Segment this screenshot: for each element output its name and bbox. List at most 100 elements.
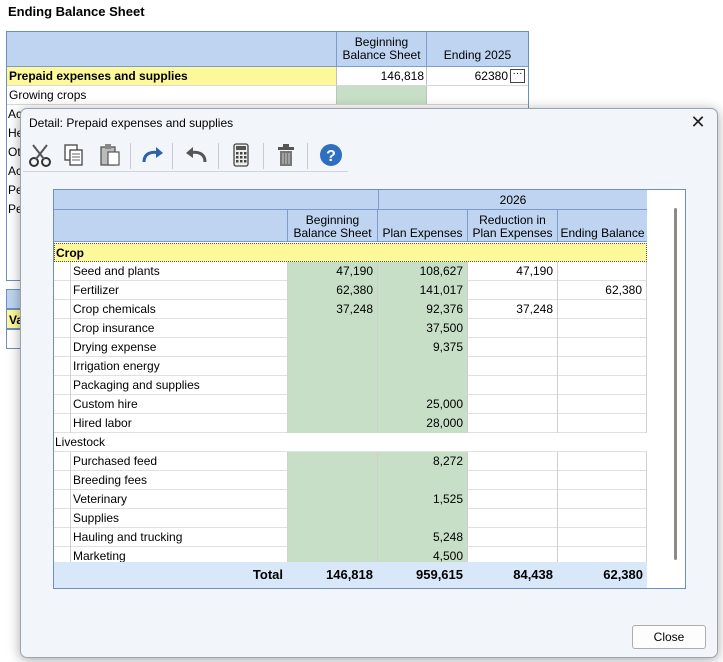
- plan-cell[interactable]: [377, 471, 467, 490]
- reduction-cell[interactable]: 37,248: [467, 300, 557, 319]
- table-row[interactable]: Packaging and supplies: [54, 376, 647, 395]
- table-row[interactable]: Growing crops: [7, 86, 528, 105]
- plan-cell[interactable]: 92,376: [377, 300, 467, 319]
- plan-cell[interactable]: 108,627: [377, 262, 467, 281]
- plan-cell[interactable]: [377, 357, 467, 376]
- table-row[interactable]: Crop insurance 37,500: [54, 319, 647, 338]
- plan-cell[interactable]: 9,375: [377, 338, 467, 357]
- plan-cell[interactable]: [377, 376, 467, 395]
- plan-cell[interactable]: [377, 509, 467, 528]
- undo-icon[interactable]: [183, 141, 211, 169]
- delete-icon[interactable]: [272, 141, 300, 169]
- detail-grid: 2026 Beginning Balance Sheet Plan Expens…: [53, 189, 686, 589]
- reduction-cell[interactable]: [467, 319, 557, 338]
- group-row[interactable]: Crop: [54, 243, 647, 262]
- table-row[interactable]: Purchased feed 8,272: [54, 452, 647, 471]
- table-row[interactable]: Custom hire 25,000: [54, 395, 647, 414]
- ending-cell[interactable]: [557, 414, 647, 433]
- beginning-cell[interactable]: 37,248: [287, 300, 377, 319]
- beginning-cell[interactable]: [287, 509, 377, 528]
- balance-sheet-header: Beginning Balance Sheet Ending 2025: [7, 32, 528, 67]
- reduction-cell[interactable]: [467, 357, 557, 376]
- plan-cell[interactable]: 4,500: [377, 547, 467, 566]
- ending-cell[interactable]: [557, 300, 647, 319]
- reduction-cell[interactable]: [467, 395, 557, 414]
- row-name: Crop chemicals: [70, 300, 287, 319]
- reduction-cell[interactable]: [467, 490, 557, 509]
- ending-cell[interactable]: [557, 338, 647, 357]
- total-ending: 62,380: [603, 567, 643, 582]
- group-name: Crop: [56, 246, 84, 260]
- reduction-cell[interactable]: [467, 338, 557, 357]
- ending-cell[interactable]: [557, 509, 647, 528]
- group-row[interactable]: Livestock: [54, 433, 647, 452]
- table-row[interactable]: Prepaid expenses and supplies 146,818 62…: [7, 67, 528, 86]
- ending-cell[interactable]: [557, 395, 647, 414]
- reduction-cell[interactable]: [467, 281, 557, 300]
- row-label: Prepaid expenses and supplies: [9, 69, 188, 83]
- plan-cell[interactable]: 28,000: [377, 414, 467, 433]
- paste-icon[interactable]: [96, 141, 124, 169]
- detail-ellipsis-button[interactable]: ···: [510, 69, 525, 83]
- plan-cell[interactable]: 141,017: [377, 281, 467, 300]
- beginning-cell[interactable]: [287, 471, 377, 490]
- beginning-cell[interactable]: [287, 319, 377, 338]
- reduction-cell[interactable]: [467, 376, 557, 395]
- plan-cell[interactable]: 1,525: [377, 490, 467, 509]
- table-row[interactable]: Seed and plants 47,190 108,627 47,190: [54, 262, 647, 281]
- beginning-cell[interactable]: [287, 547, 377, 566]
- reduction-cell[interactable]: [467, 414, 557, 433]
- ending-cell[interactable]: [557, 262, 647, 281]
- plan-cell[interactable]: 5,248: [377, 528, 467, 547]
- help-icon[interactable]: ?: [317, 141, 345, 169]
- table-row[interactable]: Drying expense 9,375: [54, 338, 647, 357]
- beginning-cell[interactable]: [287, 376, 377, 395]
- ending-cell[interactable]: [557, 319, 647, 338]
- plan-cell[interactable]: 25,000: [377, 395, 467, 414]
- beginning-cell[interactable]: [287, 338, 377, 357]
- plan-cell[interactable]: 8,272: [377, 452, 467, 471]
- reduction-cell[interactable]: [467, 547, 557, 566]
- vertical-scrollbar[interactable]: [674, 208, 677, 560]
- ending-value-cell[interactable]: 62380 ···: [427, 67, 528, 85]
- table-row[interactable]: Hired labor 28,000: [54, 414, 647, 433]
- ending-cell[interactable]: [557, 452, 647, 471]
- close-icon[interactable]: ✕: [690, 112, 706, 132]
- reduction-cell[interactable]: [467, 528, 557, 547]
- beginning-cell[interactable]: [287, 528, 377, 547]
- table-row[interactable]: Supplies: [54, 509, 647, 528]
- reduction-cell[interactable]: [467, 452, 557, 471]
- table-row[interactable]: Breeding fees: [54, 471, 647, 490]
- cut-icon[interactable]: [26, 141, 54, 169]
- table-row[interactable]: Irrigation energy: [54, 357, 647, 376]
- beginning-cell[interactable]: [287, 414, 377, 433]
- table-row[interactable]: Hauling and trucking 5,248: [54, 528, 647, 547]
- ending-cell[interactable]: 62,380: [557, 281, 647, 300]
- copy-icon[interactable]: [60, 141, 88, 169]
- beginning-cell[interactable]: 62,380: [287, 281, 377, 300]
- beginning-cell[interactable]: [287, 490, 377, 509]
- beginning-cell[interactable]: [287, 395, 377, 414]
- year-header: 2026: [378, 190, 647, 210]
- row-label-fragment: Pe: [8, 183, 21, 197]
- ending-cell[interactable]: [557, 357, 647, 376]
- table-row[interactable]: Veterinary 1,525: [54, 490, 647, 509]
- reduction-cell[interactable]: [467, 509, 557, 528]
- reduction-cell[interactable]: 47,190: [467, 262, 557, 281]
- ending-cell[interactable]: [557, 547, 647, 566]
- svg-text:?: ?: [326, 148, 336, 165]
- ending-cell[interactable]: [557, 528, 647, 547]
- reduction-cell[interactable]: [467, 471, 557, 490]
- plan-cell[interactable]: 37,500: [377, 319, 467, 338]
- beginning-cell[interactable]: [287, 357, 377, 376]
- table-row[interactable]: Fertilizer 62,380 141,017 62,380: [54, 281, 647, 300]
- ending-cell[interactable]: [557, 490, 647, 509]
- redo-icon[interactable]: [138, 141, 166, 169]
- table-row[interactable]: Crop chemicals 37,248 92,376 37,248: [54, 300, 647, 319]
- ending-cell[interactable]: [557, 471, 647, 490]
- beginning-cell[interactable]: 47,190: [287, 262, 377, 281]
- close-button[interactable]: Close: [632, 625, 706, 649]
- ending-cell[interactable]: [557, 376, 647, 395]
- calculator-icon[interactable]: [227, 141, 255, 169]
- beginning-cell[interactable]: [287, 452, 377, 471]
